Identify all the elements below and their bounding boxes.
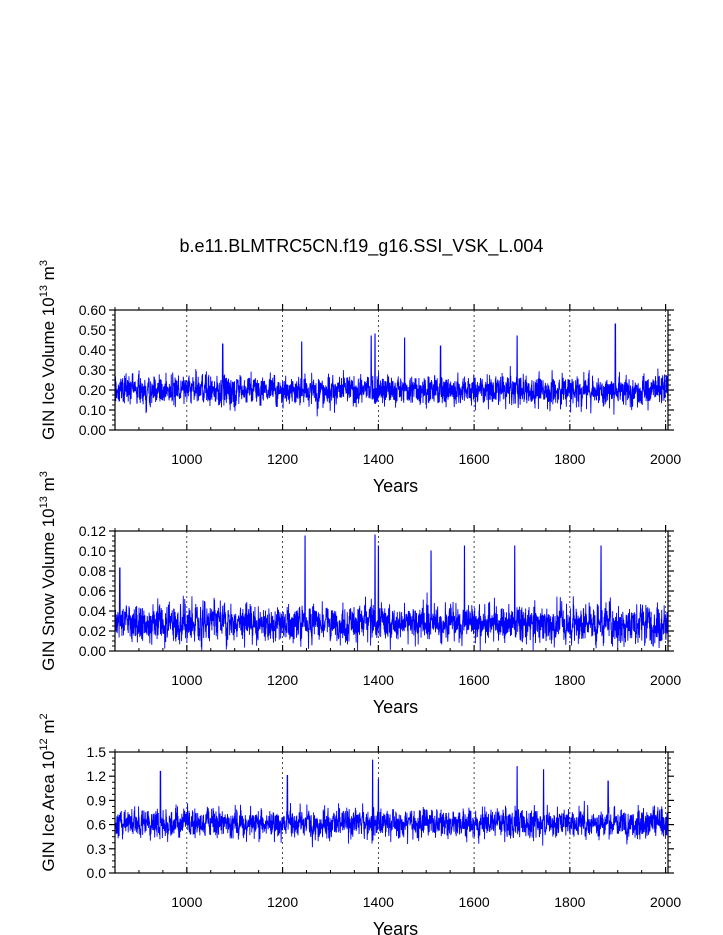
- y-tick-label: 0.02: [79, 623, 106, 639]
- y-tick-label: 0.08: [79, 563, 106, 579]
- x-tick-label: 1800: [554, 894, 585, 910]
- x-tick-label: 1400: [363, 451, 394, 467]
- x-tick-label: 1400: [363, 672, 394, 688]
- x-tick-label: 1200: [267, 672, 298, 688]
- y-tick-label: 0.06: [79, 583, 106, 599]
- panel-gin-snow-volume: 1000 1200 1400 1600 1800 2000 0.00 0.02 0.04 0.06…: [38, 471, 681, 717]
- x-tick-label: 1400: [363, 894, 394, 910]
- x-tick-label: 1200: [267, 451, 298, 467]
- x-tick-label: 1800: [554, 672, 585, 688]
- y-tick-label: 0.0: [87, 865, 107, 881]
- y-tick-label: 1.5: [87, 744, 107, 760]
- y-tick-label: 0.10: [79, 543, 106, 559]
- x-tick-label: 1000: [171, 672, 202, 688]
- y-tick-label: 0.40: [79, 342, 106, 358]
- x-tick-label: 1000: [171, 451, 202, 467]
- y-tick-label: 0.12: [79, 523, 106, 539]
- y-axis-label: GIN Ice Volume 1013 m3: [38, 260, 58, 440]
- data-series-line: [114, 323, 669, 417]
- y-tick-label: 0.3: [87, 841, 107, 857]
- y-axis-label: GIN Ice Area 1012 m2: [38, 713, 58, 871]
- data-series-line: [114, 759, 669, 848]
- y-axis-label: GIN Snow Volume 1013 m3: [38, 471, 58, 671]
- y-tick-label: 0.60: [79, 302, 106, 318]
- y-tick-label: 0.20: [79, 382, 106, 398]
- y-tick-label: 0.10: [79, 402, 106, 418]
- panel-gin-ice-volume: 1000 1200 1400 1600 1800 2000 0.00 0.10 0.20 0.30…: [38, 260, 681, 496]
- x-axis-label: Years: [373, 476, 418, 496]
- x-axis-label: Years: [373, 697, 418, 717]
- plot-frame: [114, 309, 669, 431]
- panel-gin-ice-area: 1000 1200 1400 1600 1800 2000 0.0 0.3 0.6 0.9 1.2 1…: [38, 713, 681, 935]
- y-tick-label: 0.9: [87, 792, 107, 808]
- y-tick-label: 0.30: [79, 362, 106, 378]
- plot-frame: [114, 751, 669, 874]
- x-tick-label: 1200: [267, 894, 298, 910]
- x-tick-label: 2000: [650, 894, 681, 910]
- x-tick-label: 2000: [650, 672, 681, 688]
- chart-title: b.e11.BLMTRC5CN.f19_g16.SSI_VSK_L.004: [179, 236, 544, 256]
- y-tick-label: 0.50: [79, 322, 106, 338]
- x-tick-label: 1600: [459, 451, 490, 467]
- x-tick-label: 1000: [171, 894, 202, 910]
- y-tick-label: 0.04: [79, 603, 106, 619]
- x-axis-label: Years: [373, 919, 418, 935]
- x-tick-label: 1600: [459, 672, 490, 688]
- y-tick-label: 0.00: [79, 422, 106, 438]
- x-tick-label: 1600: [459, 894, 490, 910]
- x-tick-label: 1800: [554, 451, 585, 467]
- y-tick-label: 1.2: [87, 768, 107, 784]
- y-tick-label: 0.6: [87, 817, 107, 833]
- y-tick-label: 0.00: [79, 643, 106, 659]
- data-series-line: [114, 534, 669, 651]
- x-tick-label: 2000: [650, 451, 681, 467]
